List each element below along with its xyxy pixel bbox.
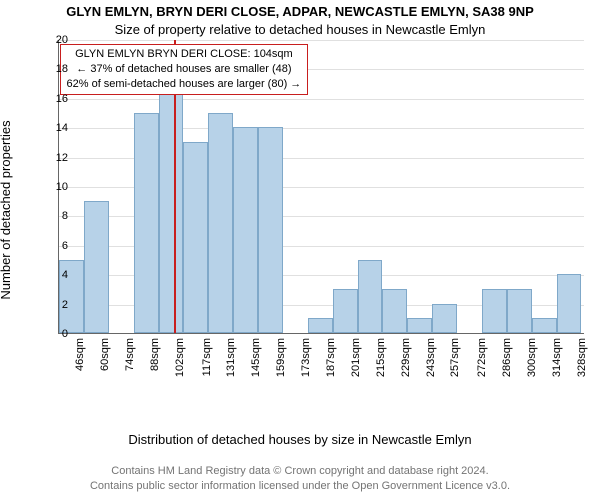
annotation-line2: ← 37% of detached houses are smaller (48… — [67, 62, 302, 77]
histogram-bar — [308, 318, 333, 333]
x-tick-label: 88sqm — [149, 338, 161, 371]
histogram-bar — [333, 289, 358, 333]
x-tick-label: 145sqm — [250, 338, 262, 377]
footer-line1: Contains HM Land Registry data © Crown c… — [0, 464, 600, 479]
x-tick-label: 286sqm — [501, 338, 513, 377]
x-tick-label: 201sqm — [350, 338, 362, 377]
annotation-line3: 62% of semi-detached houses are larger (… — [67, 77, 302, 92]
histogram-bar — [208, 113, 233, 334]
histogram-bar — [532, 318, 557, 333]
x-tick-label: 173sqm — [300, 338, 312, 377]
y-axis-label: Number of detached properties — [0, 31, 13, 210]
x-tick-label: 272sqm — [476, 338, 488, 377]
y-tick-label: 6 — [44, 240, 68, 252]
x-tick-label: 46sqm — [74, 338, 86, 371]
footer-line2: Contains public sector information licen… — [0, 479, 600, 494]
y-tick-label: 14 — [44, 122, 68, 134]
y-tick-label: 10 — [44, 181, 68, 193]
y-tick-label: 18 — [44, 63, 68, 75]
histogram-bar — [557, 274, 582, 333]
y-tick-label: 8 — [44, 210, 68, 222]
x-tick-label: 131sqm — [225, 338, 237, 377]
x-tick-label: 102sqm — [174, 338, 186, 377]
y-tick-label: 12 — [44, 152, 68, 164]
histogram-bar — [407, 318, 432, 333]
x-tick-label: 243sqm — [425, 338, 437, 377]
y-tick-label: 4 — [44, 269, 68, 281]
histogram-bar — [432, 304, 457, 333]
x-tick-label: 257sqm — [449, 338, 461, 377]
histogram-bar — [183, 142, 208, 333]
attribution-footer: Contains HM Land Registry data © Crown c… — [0, 464, 600, 494]
histogram-bar — [159, 83, 184, 333]
x-tick-label: 328sqm — [576, 338, 588, 377]
x-tick-label: 314sqm — [551, 338, 563, 377]
histogram-bar — [258, 127, 283, 333]
chart-container: GLYN EMLYN, BRYN DERI CLOSE, ADPAR, NEWC… — [0, 0, 600, 500]
histogram-bar — [134, 113, 159, 334]
annotation-line1: GLYN EMLYN BRYN DERI CLOSE: 104sqm — [67, 47, 302, 62]
x-tick-label: 74sqm — [124, 338, 136, 371]
y-tick-label: 20 — [44, 34, 68, 46]
chart-title-line2: Size of property relative to detached ho… — [0, 22, 600, 37]
plot-area: GLYN EMLYN BRYN DERI CLOSE: 104sqm ← 37%… — [58, 40, 584, 334]
histogram-bar — [382, 289, 407, 333]
chart-title-line1: GLYN EMLYN, BRYN DERI CLOSE, ADPAR, NEWC… — [0, 4, 600, 19]
y-tick-label: 16 — [44, 93, 68, 105]
x-axis-label: Distribution of detached houses by size … — [0, 432, 600, 447]
histogram-bar — [358, 260, 383, 334]
y-tick-label: 2 — [44, 299, 68, 311]
x-tick-label: 117sqm — [201, 338, 213, 376]
x-tick-label: 229sqm — [400, 338, 412, 377]
histogram-bar — [84, 201, 109, 333]
x-tick-label: 215sqm — [375, 338, 387, 377]
annotation-box: GLYN EMLYN BRYN DERI CLOSE: 104sqm ← 37%… — [60, 44, 309, 95]
x-tick-label: 159sqm — [275, 338, 287, 377]
x-tick-label: 60sqm — [99, 338, 111, 371]
y-tick-label: 0 — [44, 328, 68, 340]
histogram-bar — [482, 289, 507, 333]
histogram-bar — [507, 289, 532, 333]
x-tick-label: 187sqm — [325, 338, 337, 377]
x-tick-label: 300sqm — [526, 338, 538, 377]
histogram-bar — [233, 127, 258, 333]
